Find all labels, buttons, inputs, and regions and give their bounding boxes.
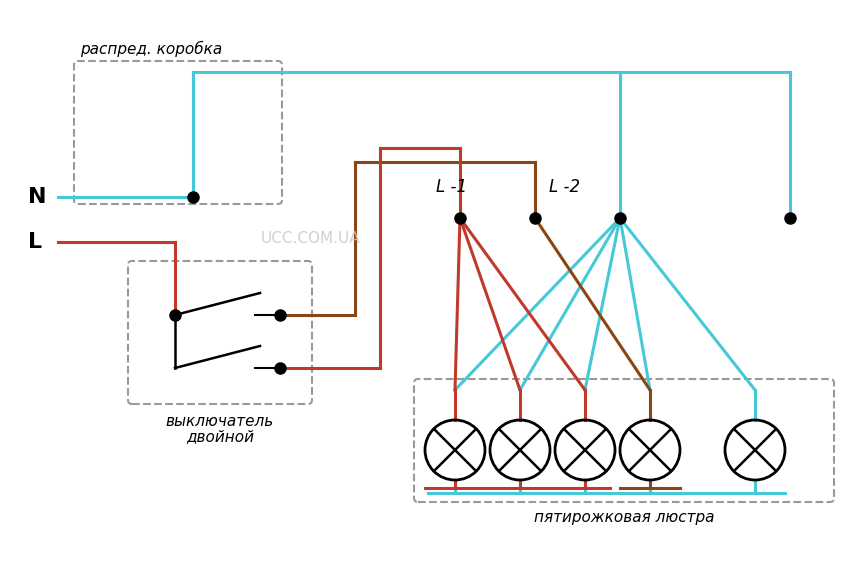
Text: L -1: L -1	[437, 178, 467, 196]
Text: пятирожковая люстра: пятирожковая люстра	[534, 510, 714, 525]
Text: L: L	[28, 232, 43, 252]
Text: UCC.COM.UA: UCC.COM.UA	[260, 230, 360, 246]
Text: N: N	[28, 187, 47, 207]
Text: двойной: двойной	[186, 429, 254, 444]
Text: выключатель: выключатель	[166, 414, 274, 429]
Text: L -2: L -2	[550, 178, 580, 196]
Text: распред. коробка: распред. коробка	[80, 41, 222, 57]
